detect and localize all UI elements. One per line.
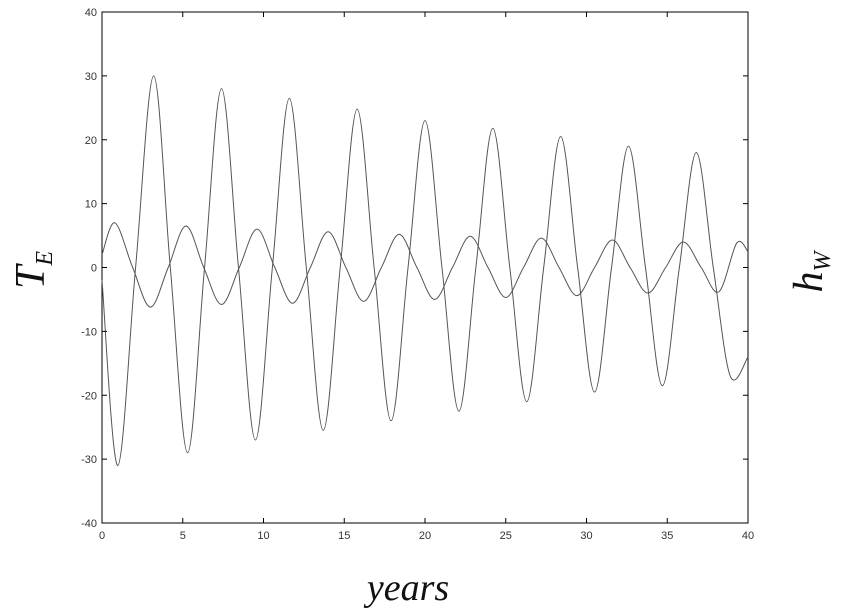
y-tick-label: 40	[85, 7, 97, 19]
y-tick-label: -40	[81, 518, 97, 530]
y-axis-right-label-subscript: W	[810, 250, 836, 272]
x-tick-label: 35	[661, 530, 673, 542]
x-tick-label: 25	[500, 530, 512, 542]
y-axis-left-label-subscript: E	[32, 251, 58, 267]
y-tick-label: 20	[85, 135, 97, 147]
plot-area: 0 5 10 15 20 25 30 35 40 -40 -30 -20 -10 0 10 20 30 40	[81, 7, 754, 542]
x-tick-label: 5	[180, 530, 186, 542]
y-axis-left-label: TE	[8, 251, 58, 289]
y-axis-ticks: -40 -30 -20 -10 0 10 20 30 40	[81, 7, 748, 530]
y-tick-label: 0	[91, 263, 97, 275]
y-tick-label: -20	[81, 390, 97, 402]
y-axis-left-label-main: T	[8, 263, 54, 289]
series-layer	[101, 75, 749, 467]
y-axis-right-label-main: h	[786, 272, 832, 293]
plot-frame	[101, 11, 749, 524]
x-tick-label: 15	[338, 530, 350, 542]
y-axis-right-label: hW	[786, 250, 836, 293]
x-axis-label: years	[363, 567, 449, 608]
x-tick-label: 40	[742, 530, 754, 542]
y-tick-label: -30	[81, 454, 97, 466]
x-tick-label: 0	[99, 530, 105, 542]
y-tick-label: 30	[85, 71, 97, 83]
y-tick-label: 10	[85, 199, 97, 211]
x-axis-ticks: 0 5 10 15 20 25 30 35 40	[99, 12, 754, 542]
x-tick-label: 10	[257, 530, 269, 542]
x-tick-label: 30	[580, 530, 592, 542]
series-line-2	[101, 222, 749, 308]
series-line-1	[101, 75, 749, 467]
x-tick-label: 20	[419, 530, 431, 542]
y-tick-label: -10	[81, 326, 97, 338]
